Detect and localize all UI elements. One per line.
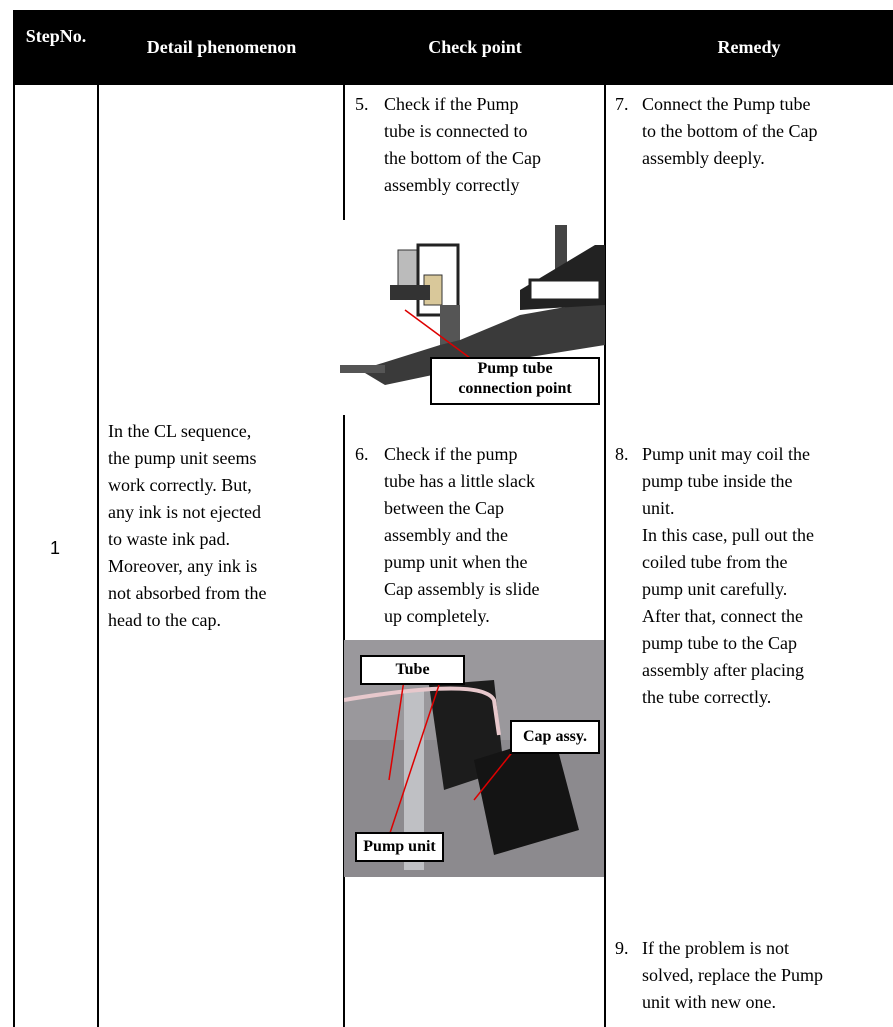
text-line: Step xyxy=(25,26,60,46)
remedy-text: If the problem is not solved, replace the… xyxy=(642,935,823,1016)
text-line: Check point xyxy=(428,37,522,57)
column-line xyxy=(343,85,345,220)
item-number: 6. xyxy=(355,444,369,464)
text-line: unit. xyxy=(642,498,675,518)
column-line xyxy=(97,85,99,1027)
text-line: tube has a little slack xyxy=(384,471,535,491)
remedy-text: Connect the Pump tube to the bottom of th… xyxy=(642,91,817,172)
check-text: Check if the Pump tube is connected to the… xyxy=(384,91,541,199)
text-line: to waste ink pad. xyxy=(108,529,230,549)
text-line: Remedy xyxy=(717,37,781,57)
text-line: coiled tube from the xyxy=(642,552,788,572)
text-line: In this case, pull out the xyxy=(642,525,814,545)
item-number: 5. xyxy=(355,94,369,114)
check-text: Check if the pump tube has a little slack… xyxy=(384,441,540,630)
border xyxy=(13,10,15,1027)
item-number: 7. xyxy=(615,94,629,114)
text-line: connection point xyxy=(458,380,572,397)
text-line: solved, replace the Pump xyxy=(642,965,823,985)
text-line: assembly after placing xyxy=(642,660,804,680)
text-line: to the bottom of the Cap xyxy=(642,121,818,141)
text-line: If the problem is not xyxy=(642,938,789,958)
text-line: Detail phenomenon xyxy=(146,37,297,57)
text-line: head to the cap. xyxy=(108,610,221,630)
text-line: pump unit carefully. xyxy=(642,579,788,599)
diagram-label: Pump tube connection point xyxy=(430,357,600,405)
text-line: assembly correctly xyxy=(384,175,520,195)
photo-label: Tube xyxy=(360,655,465,685)
header-check: Check point xyxy=(345,37,605,58)
text-line: not absorbed from the xyxy=(108,583,267,603)
text-line: the tube correctly. xyxy=(642,687,772,707)
text-line: Pump unit may coil the xyxy=(642,444,810,464)
remedy-text: Pump unit may coil the pump tube inside t… xyxy=(642,441,814,711)
detail-paragraph: In the CL sequence, the pump unit seems wo… xyxy=(108,418,261,553)
photo-label: Pump unit xyxy=(355,832,444,862)
text-line: the pump unit seems xyxy=(108,448,257,468)
text-line: Moreover, any ink is xyxy=(108,556,258,576)
text-line: In the CL sequence, xyxy=(108,421,252,441)
item-number: 8. xyxy=(615,444,629,464)
text-line: pump unit when the xyxy=(384,552,528,572)
cap-diagram xyxy=(340,225,605,385)
column-line xyxy=(604,85,606,1027)
text-line: pump tube to the Cap xyxy=(642,633,797,653)
text-line: pump tube inside the xyxy=(642,471,793,491)
text-line: Check if the pump xyxy=(384,444,518,464)
header-detail: Detail phenomenon xyxy=(98,37,345,58)
photo-label: Cap assy. xyxy=(510,720,600,754)
text-line: Check if the Pump xyxy=(384,94,519,114)
header-remedy: Remedy xyxy=(605,37,893,58)
text-line: the bottom of the Cap xyxy=(384,148,541,168)
text-line: No. xyxy=(59,26,87,46)
text-line: assembly deeply. xyxy=(642,148,765,168)
detail-paragraph: Moreover, any ink is not absorbed from th… xyxy=(108,553,266,634)
item-number: 9. xyxy=(615,938,629,958)
text-line: Cap assembly is slide xyxy=(384,579,540,599)
text-line: work correctly. But, xyxy=(108,475,252,495)
text-line: unit with new one. xyxy=(642,992,776,1012)
text-line: tube is connected to xyxy=(384,121,528,141)
header-step: StepNo. xyxy=(14,26,98,47)
text-line: Connect the Pump tube xyxy=(642,94,811,114)
text-line: assembly and the xyxy=(384,525,508,545)
header-row: StepNo. Detail phenomenon Check point Re… xyxy=(14,10,893,85)
text-line: between the Cap xyxy=(384,498,504,518)
text-line: up completely. xyxy=(384,606,490,626)
text-line: Pump tube xyxy=(477,360,553,377)
step-number: 1 xyxy=(50,538,61,558)
text-line: any ink is not ejected xyxy=(108,502,261,522)
text-line: After that, connect the xyxy=(642,606,803,626)
